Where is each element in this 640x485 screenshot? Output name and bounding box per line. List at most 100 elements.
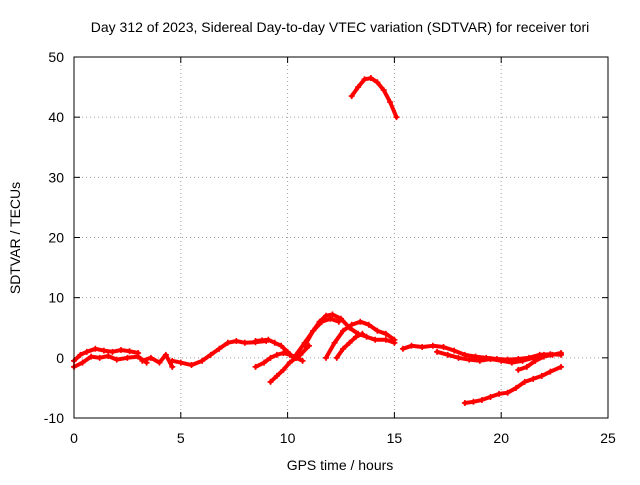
data-point bbox=[496, 390, 503, 397]
data-point bbox=[79, 359, 86, 366]
data-point bbox=[338, 315, 344, 322]
data-point bbox=[470, 398, 477, 405]
data-point bbox=[271, 339, 278, 346]
data-series-arc-9 bbox=[293, 315, 342, 358]
data-point bbox=[100, 347, 107, 354]
y-tick-label: -10 bbox=[44, 410, 64, 426]
data-point bbox=[352, 333, 359, 340]
data-point bbox=[126, 348, 133, 355]
data-point bbox=[508, 359, 515, 366]
data-point bbox=[177, 359, 184, 366]
data-point bbox=[434, 348, 441, 355]
y-tick-label: 40 bbox=[48, 109, 64, 125]
data-point bbox=[224, 339, 231, 346]
data-point bbox=[365, 321, 372, 328]
data-point bbox=[340, 345, 347, 352]
data-point bbox=[357, 318, 364, 325]
data-point bbox=[169, 357, 176, 364]
data-point bbox=[444, 351, 451, 358]
data-point bbox=[530, 375, 537, 382]
y-tick-label: 50 bbox=[48, 49, 64, 65]
data-point bbox=[367, 75, 374, 82]
data-point bbox=[293, 351, 300, 358]
data-point bbox=[258, 337, 265, 344]
data-point bbox=[278, 342, 285, 349]
data-point bbox=[515, 366, 522, 373]
data-point bbox=[440, 344, 447, 351]
data-point bbox=[280, 350, 287, 357]
data-series-arc-7 bbox=[267, 354, 300, 385]
data-point bbox=[498, 357, 505, 364]
data-point bbox=[169, 363, 176, 370]
data-point bbox=[261, 359, 268, 366]
data-point bbox=[318, 318, 325, 325]
data-point bbox=[513, 384, 520, 391]
data-point bbox=[530, 354, 537, 361]
data-point bbox=[374, 79, 381, 86]
data-point bbox=[549, 351, 556, 358]
chart-title: Day 312 of 2023, Sidereal Day-to-day VTE… bbox=[91, 19, 590, 35]
data-series-arc-4 bbox=[169, 337, 270, 369]
data-point bbox=[451, 347, 458, 354]
x-tick-label: 0 bbox=[70, 430, 78, 446]
data-point bbox=[348, 93, 355, 100]
data-point bbox=[199, 357, 206, 364]
data-point bbox=[286, 351, 293, 358]
data-point bbox=[335, 318, 342, 325]
data-point bbox=[478, 396, 485, 403]
data-point bbox=[162, 351, 169, 358]
data-point bbox=[487, 356, 494, 363]
data-point bbox=[156, 359, 163, 366]
data-point bbox=[387, 99, 394, 106]
y-tick-label: 0 bbox=[56, 350, 64, 366]
data-point bbox=[117, 347, 124, 354]
data-point bbox=[361, 76, 368, 83]
data-point bbox=[487, 393, 494, 400]
x-tick-label: 15 bbox=[387, 430, 403, 446]
data-point bbox=[124, 354, 131, 361]
series-band bbox=[462, 364, 563, 405]
data-point bbox=[273, 372, 280, 379]
data-point bbox=[109, 348, 116, 355]
data-point bbox=[476, 357, 483, 364]
y-axis-label: SDTVAR / TECUs bbox=[7, 182, 23, 294]
data-point bbox=[286, 359, 293, 366]
y-tick-label: 10 bbox=[48, 290, 64, 306]
data-point bbox=[135, 353, 142, 360]
data-point bbox=[340, 327, 347, 334]
series-band bbox=[170, 339, 269, 368]
data-series-arc-10 bbox=[323, 318, 398, 361]
data-point bbox=[540, 353, 547, 360]
data-point bbox=[216, 345, 223, 352]
data-point bbox=[252, 337, 259, 344]
data-point bbox=[532, 357, 539, 364]
data-point bbox=[359, 330, 366, 337]
y-tick-label: 30 bbox=[48, 169, 64, 185]
data-point bbox=[521, 378, 528, 385]
data-point bbox=[77, 351, 84, 358]
data-point bbox=[267, 378, 274, 385]
x-tick-label: 25 bbox=[600, 430, 616, 446]
data-point bbox=[105, 353, 112, 360]
data-point bbox=[265, 336, 272, 343]
data-point bbox=[323, 312, 330, 319]
series-band bbox=[72, 354, 149, 369]
x-tick-label: 5 bbox=[177, 430, 185, 446]
data-series-arc-3 bbox=[139, 351, 176, 370]
data-point bbox=[331, 339, 338, 346]
series-band bbox=[349, 76, 399, 120]
plot-frame bbox=[73, 56, 609, 419]
data-point bbox=[329, 311, 336, 318]
data-point bbox=[455, 354, 462, 361]
data-point bbox=[504, 389, 511, 396]
data-point bbox=[519, 357, 526, 364]
data-series-arc-5 bbox=[252, 336, 312, 361]
x-axis-label: GPS time / hours bbox=[287, 457, 394, 473]
data-point bbox=[523, 363, 530, 370]
data-point bbox=[558, 363, 565, 370]
data-point bbox=[408, 342, 415, 349]
data-point bbox=[299, 357, 306, 364]
data-point bbox=[327, 315, 334, 322]
data-point bbox=[372, 336, 379, 343]
